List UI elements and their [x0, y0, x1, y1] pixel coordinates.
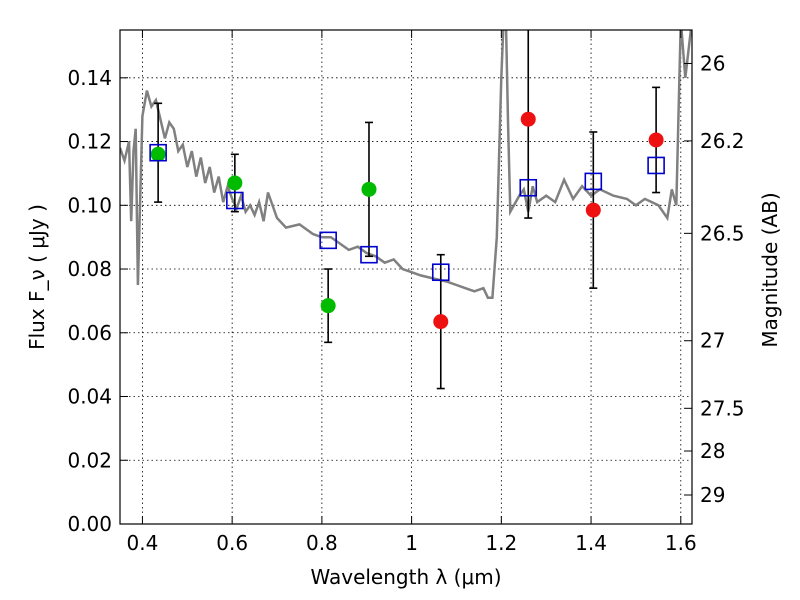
right-tick-label: 28	[700, 439, 725, 463]
x-tick-label: 1.6	[665, 531, 697, 555]
x-tick-label: 1.4	[575, 531, 607, 555]
green-data-point	[227, 175, 243, 191]
right-tick-label: 26.2	[700, 129, 745, 153]
spectrum-line	[120, 30, 692, 299]
x-tick-label: 0.4	[127, 531, 159, 555]
model-box-marker	[647, 156, 665, 175]
right-tick-label: 26.5	[700, 221, 745, 245]
y-axis-label: Flux F_ν ( μJy )	[25, 204, 49, 350]
red-data-point	[433, 314, 449, 330]
x-tick-label: 1	[405, 531, 418, 555]
right-tick-label: 29	[700, 483, 725, 507]
plot-frame	[119, 29, 693, 525]
y-tick-label: 0.00	[67, 512, 112, 536]
grid-lines	[120, 30, 692, 524]
right-axis-ticks: 26 26.2 26.5 27 27.5 28 29	[684, 51, 745, 507]
model-box-marker	[431, 263, 450, 282]
y-tick-label: 0.10	[67, 193, 112, 217]
x-tick-label: 1.2	[485, 531, 517, 555]
right-tick-label: 27.5	[700, 396, 745, 420]
model-box-marker	[584, 172, 603, 191]
green-data-point	[361, 181, 377, 197]
y-tick-label: 0.06	[67, 321, 112, 345]
red-data-point	[648, 132, 664, 148]
model-box-marker	[360, 245, 378, 264]
model-box-marker	[226, 191, 244, 210]
model-box-marker	[519, 178, 538, 197]
y-tick-label: 0.12	[67, 130, 112, 154]
green-data-point	[320, 298, 336, 314]
right-axis-label: Magnitude (AB)	[758, 192, 782, 347]
x-tick-label: 0.6	[216, 531, 248, 555]
y-axis-ticks: 0.00 0.02 0.04 0.06 0.08 0.10 0.12 0.14	[67, 66, 128, 536]
plot-background	[120, 30, 692, 524]
y-tick-label: 0.02	[67, 448, 112, 472]
red-data-point	[585, 202, 601, 218]
x-axis-ticks: 0.4 0.6 0.8 1 1.2 1.4 1.6	[127, 30, 697, 555]
right-tick-label: 27	[700, 329, 725, 353]
y-tick-label: 0.08	[67, 257, 112, 281]
right-tick-label: 26	[700, 51, 725, 75]
red-data-point	[520, 111, 536, 127]
green-data-point	[150, 146, 166, 162]
model-spectrum	[120, 30, 692, 299]
x-tick-label: 0.8	[306, 531, 338, 555]
model-box-marker	[149, 143, 167, 162]
y-tick-label: 0.14	[67, 66, 112, 90]
x-axis-label: Wavelength λ (μm)	[310, 565, 501, 589]
data-markers	[149, 111, 665, 330]
model-box-marker	[319, 231, 337, 250]
y-tick-label: 0.04	[67, 385, 112, 409]
